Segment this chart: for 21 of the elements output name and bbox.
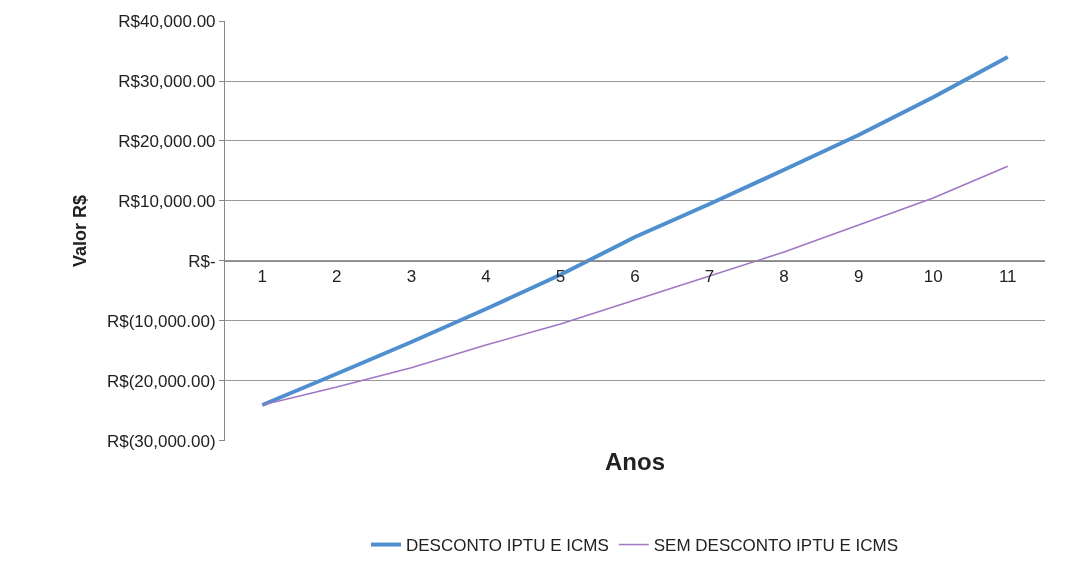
y-tick-label: R$-: [188, 251, 216, 271]
y-tick-label: R$(30,000.00): [106, 431, 216, 451]
y-tick-label: R$(10,000.00): [106, 311, 216, 331]
x-tick-label: 8: [779, 267, 789, 287]
x-tick-label: 4: [481, 267, 491, 287]
x-tick-label: 9: [853, 267, 864, 287]
legend-label: DESCONTO IPTU E ICMS: [406, 536, 609, 556]
x-tick-label: 11: [998, 267, 1017, 287]
y-tick-label: R$10,000.00: [118, 191, 216, 211]
y-tick-label: R$(20,000.00): [106, 371, 216, 391]
legend-label: SEM DESCONTO IPTU E ICMS: [653, 536, 899, 556]
y-tick-label: R$40,000.00: [118, 11, 216, 31]
y-axis-title: Valor R$: [70, 194, 91, 268]
x-axis-title: Anos: [605, 448, 665, 475]
x-tick-label: 6: [630, 267, 640, 287]
x-tick-label: 2: [332, 267, 342, 287]
y-tick-label: R$20,000.00: [118, 131, 216, 151]
x-tick-label: 10: [923, 267, 943, 287]
x-tick-label: 3: [406, 267, 417, 287]
y-tick-label: R$30,000.00: [118, 71, 216, 91]
x-tick-label: 1: [257, 267, 267, 287]
